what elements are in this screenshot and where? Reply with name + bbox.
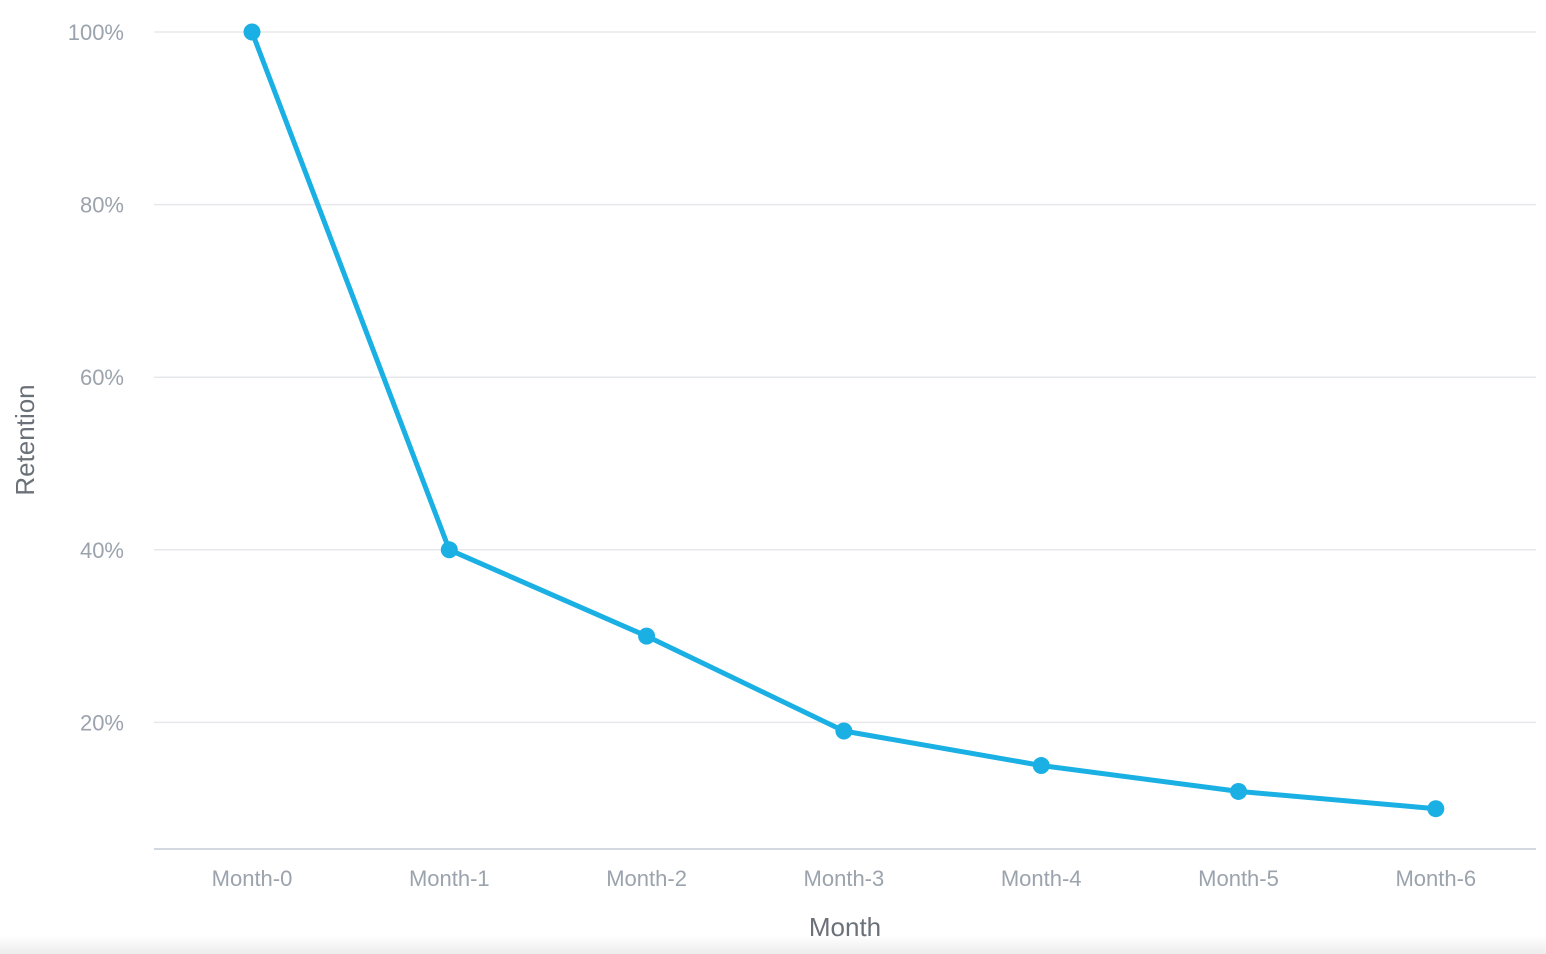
y-tick-label: 40% — [80, 538, 124, 563]
bottom-edge-shadow — [0, 936, 1546, 954]
y-gridlines — [154, 31, 1536, 724]
data-point[interactable] — [1032, 757, 1050, 775]
data-point[interactable] — [440, 541, 458, 559]
y-axis-title: Retention — [10, 384, 40, 495]
data-points — [243, 23, 1445, 818]
x-tick-label: Month-5 — [1198, 866, 1279, 891]
x-tick-label: Month-0 — [212, 866, 293, 891]
x-tick-label: Month-2 — [606, 866, 687, 891]
y-tick-label: 20% — [80, 710, 124, 735]
x-tick-labels: Month-0 Month-1 Month-2 Month-3 Month-4 Month… — [212, 866, 1477, 891]
data-point[interactable] — [638, 627, 656, 645]
y-tick-label: 100% — [68, 20, 124, 45]
data-point[interactable] — [1230, 782, 1247, 800]
data-point[interactable] — [1427, 800, 1445, 818]
data-point[interactable] — [243, 23, 261, 41]
x-tick-label: Month-6 — [1395, 866, 1476, 891]
y-tick-label: 60% — [80, 365, 124, 390]
x-tick-label: Month-1 — [409, 866, 490, 891]
x-tick-label: Month-4 — [1001, 866, 1082, 891]
data-point[interactable] — [835, 722, 853, 740]
y-tick-label: 80% — [80, 193, 124, 218]
series-line — [249, 29, 1439, 812]
y-tick-labels: 20% 40% 60% 80% 100% — [68, 20, 124, 735]
x-tick-label: Month-3 — [804, 866, 885, 891]
